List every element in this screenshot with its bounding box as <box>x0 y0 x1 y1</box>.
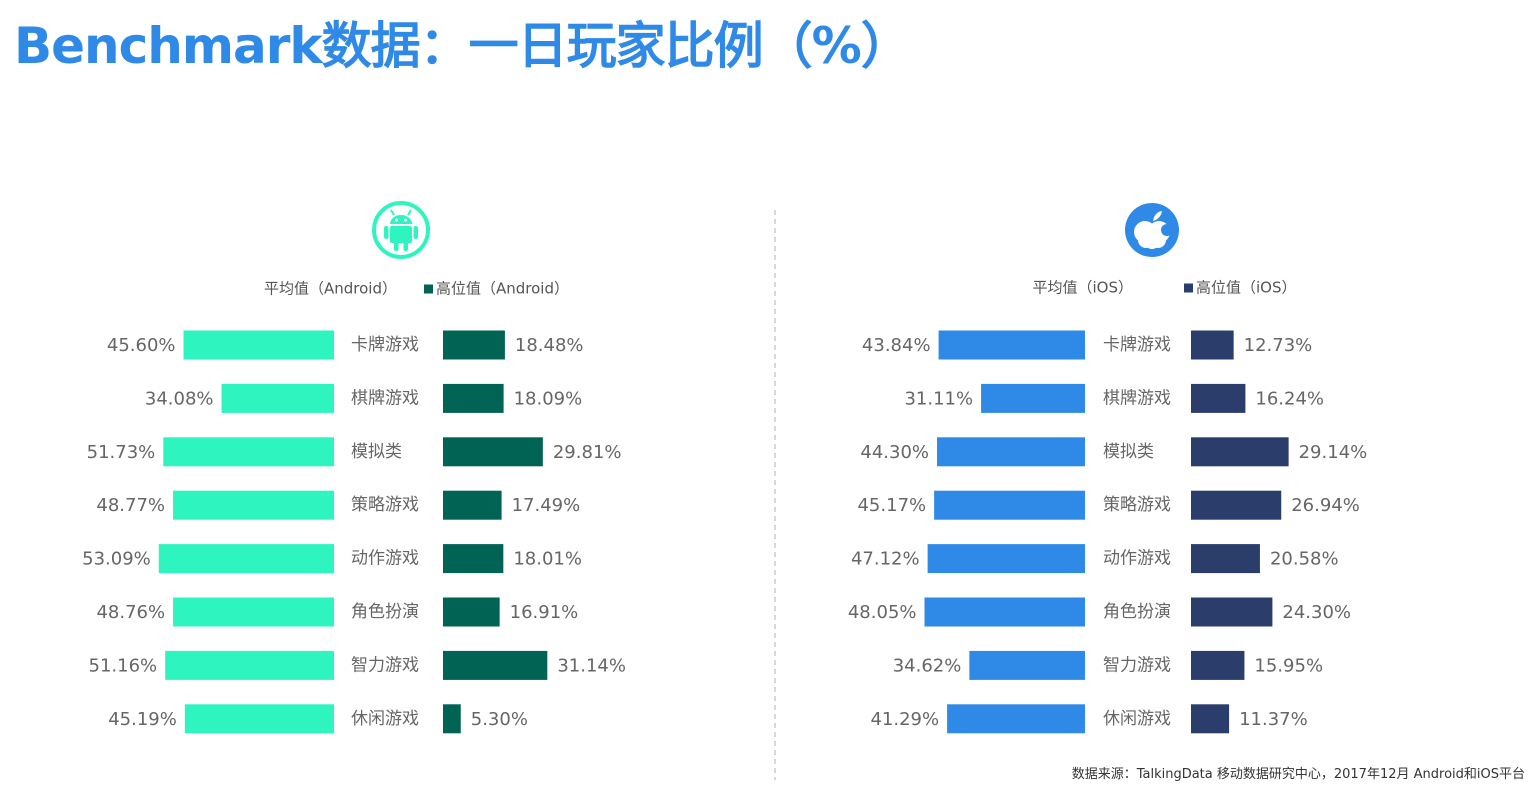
high-value-label: 24.30% <box>1282 602 1351 623</box>
avg-value-label: 45.60% <box>107 335 176 356</box>
high-value-label: 26.94% <box>1291 495 1360 516</box>
high-bar <box>1191 704 1230 734</box>
category-label: 棋牌游戏 <box>1103 388 1171 408</box>
high-value-label: 20.58% <box>1270 549 1339 570</box>
high-value-label: 5.30% <box>471 709 528 730</box>
category-label: 智力游戏 <box>1103 655 1171 675</box>
avg-bar <box>981 383 1085 413</box>
category-label: 角色扮演 <box>1103 602 1171 622</box>
avg-value-label: 48.05% <box>848 602 917 623</box>
avg-value-label: 51.73% <box>87 442 156 463</box>
avg-bar <box>924 597 1085 627</box>
high-value-label: 11.37% <box>1239 709 1308 730</box>
avg-value-label: 43.84% <box>862 335 931 356</box>
source-note: 数据来源：TalkingData 移动数据研究中心，2017年12月 Andro… <box>1071 767 1525 782</box>
category-label: 模拟类 <box>1103 442 1154 462</box>
category-label: 休闲游戏 <box>351 709 419 729</box>
category-label: 模拟类 <box>351 442 402 462</box>
avg-bar <box>934 490 1085 520</box>
legend-avg-label: 平均值（iOS） <box>1033 279 1134 297</box>
avg-bar <box>938 330 1085 360</box>
avg-value-label: 48.77% <box>96 495 165 516</box>
high-bar <box>1191 597 1273 627</box>
high-value-label: 18.48% <box>515 335 584 356</box>
category-label: 棋牌游戏 <box>351 388 419 408</box>
avg-bar <box>927 544 1085 574</box>
avg-value-label: 45.19% <box>108 709 177 730</box>
avg-bar <box>158 544 334 574</box>
android-icon <box>372 201 430 259</box>
high-value-label: 29.81% <box>553 442 622 463</box>
avg-bar <box>173 490 334 520</box>
high-bar <box>1191 383 1246 413</box>
avg-value-label: 45.17% <box>857 495 926 516</box>
avg-value-label: 44.30% <box>860 442 929 463</box>
category-label: 智力游戏 <box>351 655 419 675</box>
high-bar <box>1191 330 1234 360</box>
page-title: Benchmark数据：一日玩家比例（%） <box>14 17 911 75</box>
high-value-label: 29.14% <box>1299 442 1368 463</box>
category-label: 休闲游戏 <box>1103 709 1171 729</box>
high-value-label: 15.95% <box>1254 655 1323 676</box>
category-label: 动作游戏 <box>351 549 419 569</box>
high-bar <box>443 544 504 574</box>
high-bar <box>443 383 504 413</box>
category-label: 角色扮演 <box>351 602 419 622</box>
high-value-label: 18.01% <box>513 549 582 570</box>
avg-value-label: 48.76% <box>96 602 165 623</box>
high-value-label: 31.14% <box>557 655 626 676</box>
apple-icon <box>1125 203 1179 257</box>
high-value-label: 12.73% <box>1244 335 1313 356</box>
avg-value-label: 47.12% <box>851 549 920 570</box>
high-bar <box>443 650 548 680</box>
avg-bar <box>947 704 1085 734</box>
avg-value-label: 41.29% <box>870 709 939 730</box>
high-value-label: 16.24% <box>1255 388 1324 409</box>
avg-bar <box>183 330 334 360</box>
high-bar <box>443 704 461 734</box>
legend-high-swatch <box>1184 283 1193 293</box>
legend-high-swatch <box>424 284 433 294</box>
avg-bar <box>165 650 334 680</box>
high-bar <box>443 490 502 520</box>
avg-value-label: 34.62% <box>893 655 962 676</box>
avg-value-label: 53.09% <box>82 549 151 570</box>
legend-high-label: 高位值（Android） <box>436 280 569 298</box>
avg-bar <box>937 437 1085 467</box>
category-label: 策略游戏 <box>351 495 419 515</box>
high-bar <box>443 330 505 360</box>
avg-bar <box>221 383 334 413</box>
high-value-label: 17.49% <box>512 495 581 516</box>
high-value-label: 16.91% <box>510 602 579 623</box>
high-bar <box>443 437 543 467</box>
legend-high-label: 高位值（iOS） <box>1196 279 1297 297</box>
avg-bar <box>163 437 334 467</box>
avg-value-label: 31.11% <box>904 388 973 409</box>
high-bar <box>1191 490 1282 520</box>
category-label: 卡牌游戏 <box>351 335 419 355</box>
high-bar <box>1191 650 1245 680</box>
category-label: 策略游戏 <box>1103 495 1171 515</box>
avg-value-label: 51.16% <box>89 655 158 676</box>
category-label: 卡牌游戏 <box>1103 335 1171 355</box>
high-bar <box>443 597 500 627</box>
avg-value-label: 34.08% <box>145 388 214 409</box>
category-label: 动作游戏 <box>1103 549 1171 569</box>
high-bar <box>1191 437 1289 467</box>
legend-avg-label: 平均值（Android） <box>264 280 397 298</box>
avg-bar <box>969 650 1085 680</box>
avg-bar <box>184 704 334 734</box>
high-value-label: 18.09% <box>514 388 583 409</box>
high-bar <box>1191 544 1260 574</box>
avg-bar <box>173 597 334 627</box>
